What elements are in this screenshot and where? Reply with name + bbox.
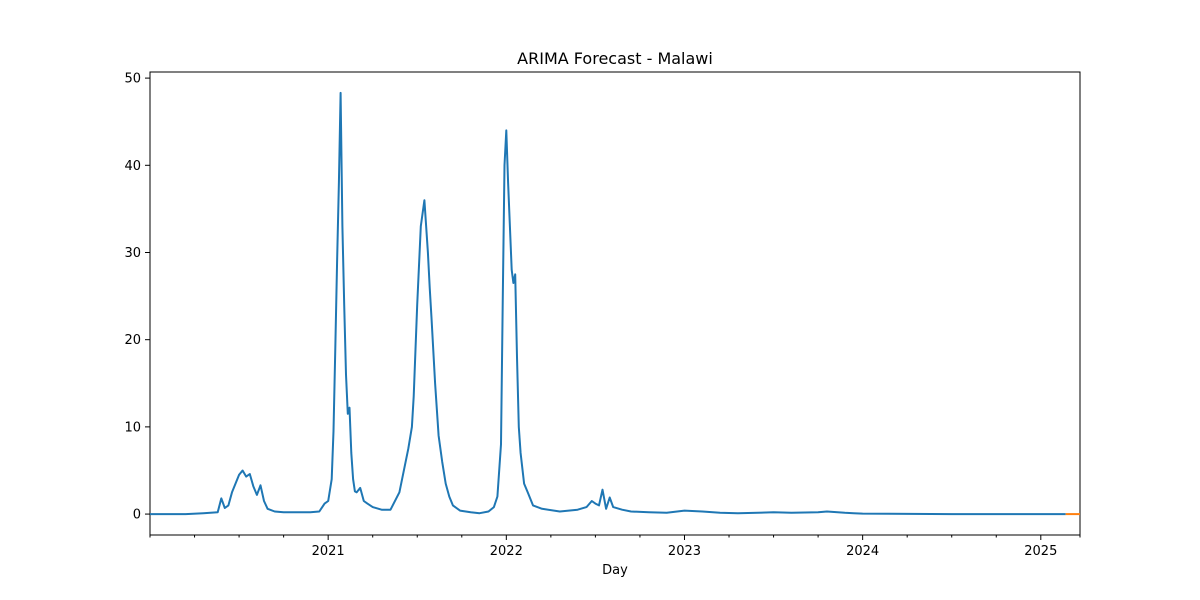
chart-title: ARIMA Forecast - Malawi: [517, 49, 713, 68]
series-layer: [150, 91, 1080, 516]
y-tick-label: 50: [124, 72, 141, 87]
x-tick-label: 2024: [846, 544, 879, 559]
y-tick-label: 0: [133, 508, 141, 523]
series-line-observed: [150, 91, 1066, 516]
x-tick-label: 2025: [1024, 544, 1057, 559]
y-tick-label: 20: [124, 333, 141, 348]
x-tick-label: 2023: [668, 544, 701, 559]
y-axis: 0 10 20 30 40 50: [124, 72, 150, 523]
plot-frame: [149, 71, 1081, 536]
plot-area: [149, 71, 1081, 536]
y-tick-label: 40: [124, 159, 141, 174]
x-axis: 2021 2022 2023 2024 2025: [149, 535, 1081, 559]
x-tick-label: 2021: [312, 544, 345, 559]
y-tick-label: 30: [124, 246, 141, 261]
y-tick-label: 10: [124, 420, 141, 435]
x-axis-label: Day: [602, 563, 628, 578]
x-tick-label: 2022: [490, 544, 523, 559]
